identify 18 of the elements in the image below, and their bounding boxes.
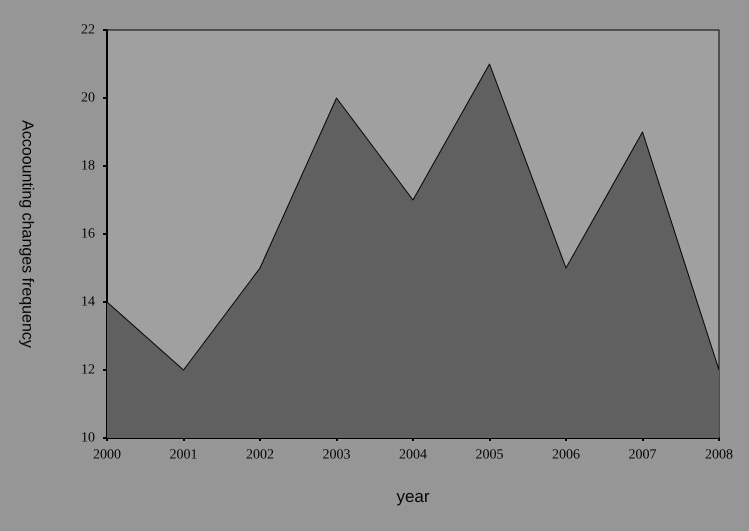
y-tick-label: 12 bbox=[81, 362, 95, 378]
x-tick-label: 2007 bbox=[628, 448, 656, 462]
x-tick-label: 2002 bbox=[246, 448, 274, 462]
y-tick-label: 20 bbox=[81, 90, 95, 106]
y-tick-label: 22 bbox=[81, 22, 95, 38]
x-tick-label: 2003 bbox=[322, 448, 350, 462]
y-tick-label: 14 bbox=[81, 294, 95, 310]
y-axis-title: Accoounting changes frequency bbox=[18, 120, 36, 348]
x-tick-label: 2006 bbox=[552, 448, 580, 462]
y-tick-label: 16 bbox=[81, 226, 95, 242]
y-tick-label: 18 bbox=[81, 158, 95, 174]
x-tick-label: 2000 bbox=[93, 448, 121, 462]
x-tick-label: 2005 bbox=[476, 448, 504, 462]
x-tick-label: 2008 bbox=[705, 448, 733, 462]
x-tick-label: 2001 bbox=[170, 448, 198, 462]
x-axis-title: year bbox=[396, 487, 430, 506]
x-tick-label: 2004 bbox=[399, 448, 427, 462]
y-tick-label: 10 bbox=[81, 430, 95, 446]
